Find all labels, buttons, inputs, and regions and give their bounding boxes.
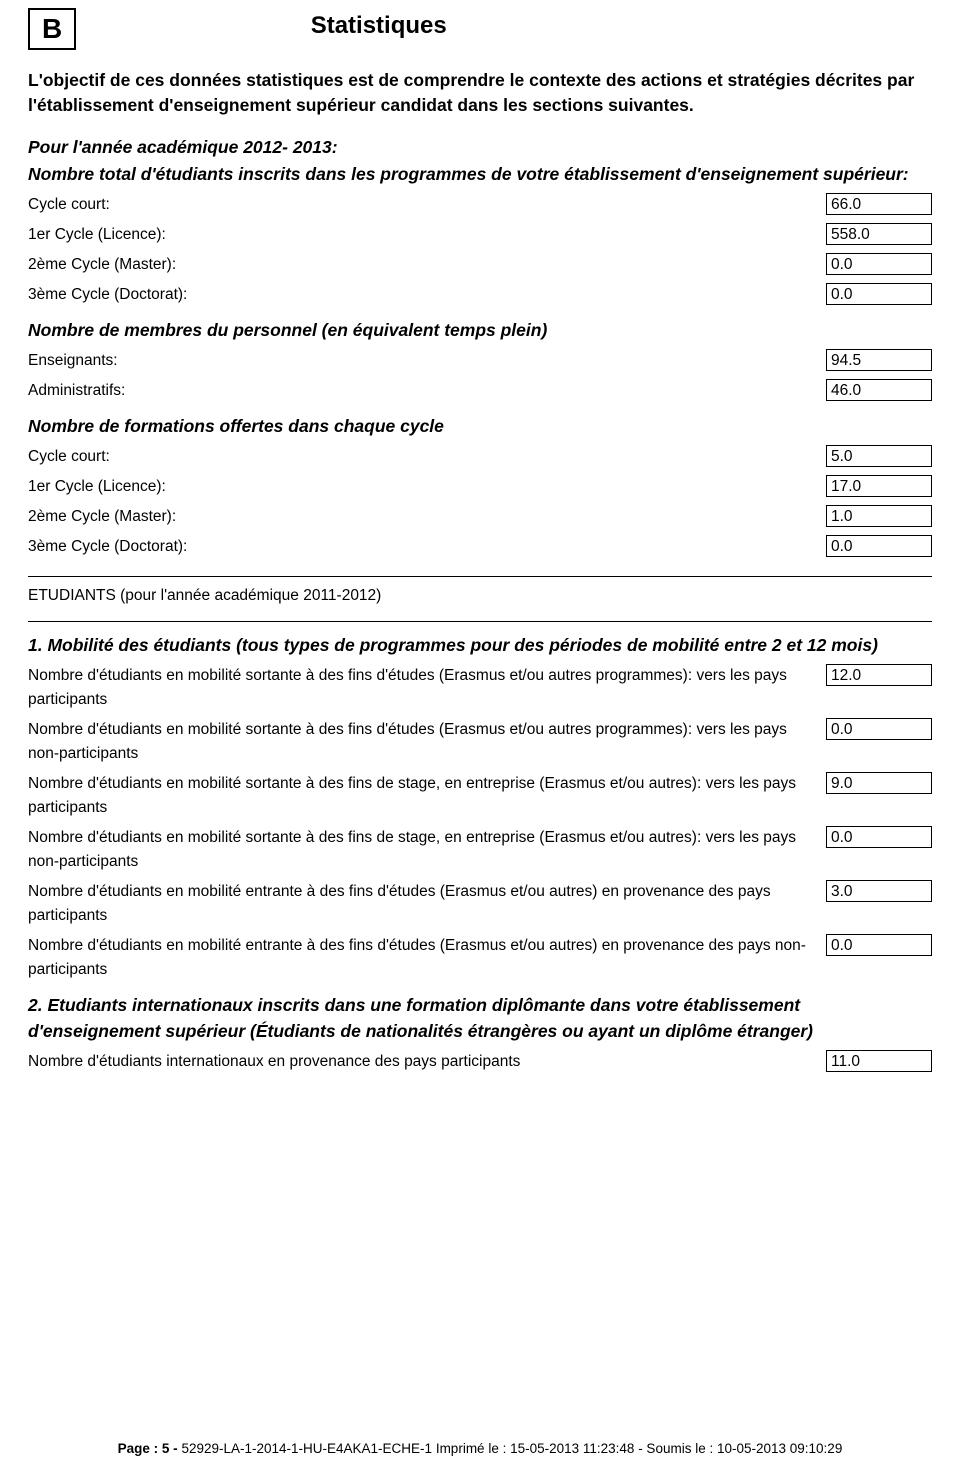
mobility-head: 1. Mobilité des étudiants (tous types de… xyxy=(28,632,932,658)
mobility-label: Nombre d'étudiants en mobilité entrante … xyxy=(28,880,826,928)
mobility-value: 0.0 xyxy=(826,826,932,848)
mobility-label: Nombre d'étudiants en mobilité sortante … xyxy=(28,772,826,820)
mobility-row: Nombre d'étudiants en mobilité sortante … xyxy=(28,664,932,712)
mobility-row: Nombre d'étudiants en mobilité sortante … xyxy=(28,826,932,874)
enrolment-row: 2ème Cycle (Master): 0.0 xyxy=(28,253,932,277)
page-title: Statistiques xyxy=(311,8,447,40)
staff-row: Enseignants: 94.5 xyxy=(28,349,932,373)
enrolment-value: 0.0 xyxy=(826,283,932,305)
staff-label: Administratifs: xyxy=(28,379,826,403)
programmes-row: 3ème Cycle (Doctorat): 0.0 xyxy=(28,535,932,559)
acad-year-line2: Nombre total d'étudiants inscrits dans l… xyxy=(28,164,909,184)
mobility-label: Nombre d'étudiants en mobilité sortante … xyxy=(28,826,826,874)
etudiants-head: ETUDIANTS (pour l'année académique 2011-… xyxy=(28,587,932,605)
programmes-label: 2ème Cycle (Master): xyxy=(28,505,826,529)
enrolment-row: 3ème Cycle (Doctorat): 0.0 xyxy=(28,283,932,307)
divider xyxy=(28,576,932,577)
mobility-value: 3.0 xyxy=(826,880,932,902)
mobility-value: 12.0 xyxy=(826,664,932,686)
enrolment-label: 3ème Cycle (Doctorat): xyxy=(28,283,826,307)
enrolment-value: 558.0 xyxy=(826,223,932,245)
programmes-label: 1er Cycle (Licence): xyxy=(28,475,826,499)
intro-text: L'objectif de ces données statistiques e… xyxy=(28,68,932,119)
programmes-head: Nombre de formations offertes dans chaqu… xyxy=(28,413,932,439)
mobility-row: Nombre d'étudiants en mobilité sortante … xyxy=(28,772,932,820)
staff-label: Enseignants: xyxy=(28,349,826,373)
staff-value: 46.0 xyxy=(826,379,932,401)
programmes-value: 17.0 xyxy=(826,475,932,497)
mobility-label: Nombre d'étudiants en mobilité sortante … xyxy=(28,718,826,766)
mobility-value: 0.0 xyxy=(826,934,932,956)
divider xyxy=(28,621,932,622)
programmes-value: 5.0 xyxy=(826,445,932,467)
programmes-row: Cycle court: 5.0 xyxy=(28,445,932,469)
footer-submitted: 10-05-2013 09:10:29 xyxy=(717,1441,842,1456)
programmes-row: 2ème Cycle (Master): 1.0 xyxy=(28,505,932,529)
acad-year-head: Pour l'année académique 2012- 2013: Nomb… xyxy=(28,134,932,187)
intl-row: Nombre d'étudiants internationaux en pro… xyxy=(28,1050,932,1074)
section-letter: B xyxy=(28,8,76,50)
intl-value: 11.0 xyxy=(826,1050,932,1072)
footer: Page : 5 - 52929-LA-1-2014-1-HU-E4AKA1-E… xyxy=(0,1441,960,1456)
intl-label: Nombre d'étudiants internationaux en pro… xyxy=(28,1050,826,1074)
staff-head: Nombre de membres du personnel (en équiv… xyxy=(28,317,932,343)
staff-value: 94.5 xyxy=(826,349,932,371)
mobility-row: Nombre d'étudiants en mobilité entrante … xyxy=(28,934,932,982)
mobility-value: 0.0 xyxy=(826,718,932,740)
programmes-label: 3ème Cycle (Doctorat): xyxy=(28,535,826,559)
acad-year-line1: Pour l'année académique 2012- 2013: xyxy=(28,137,338,157)
mobility-row: Nombre d'étudiants en mobilité sortante … xyxy=(28,718,932,766)
enrolment-label: 1er Cycle (Licence): xyxy=(28,223,826,247)
enrolment-label: Cycle court: xyxy=(28,193,826,217)
mobility-value: 9.0 xyxy=(826,772,932,794)
programmes-value: 0.0 xyxy=(826,535,932,557)
footer-ref: 52929-LA-1-2014-1-HU-E4AKA1-ECHE-1 xyxy=(181,1441,432,1456)
enrolment-row: Cycle court: 66.0 xyxy=(28,193,932,217)
mobility-label: Nombre d'étudiants en mobilité entrante … xyxy=(28,934,826,982)
intl-head: 2. Etudiants internationaux inscrits dan… xyxy=(28,992,932,1045)
footer-page-label: Page : 5 - xyxy=(118,1441,182,1456)
footer-printed-label: Imprimé le : xyxy=(432,1441,510,1456)
enrolment-value: 0.0 xyxy=(826,253,932,275)
enrolment-row: 1er Cycle (Licence): 558.0 xyxy=(28,223,932,247)
staff-row: Administratifs: 46.0 xyxy=(28,379,932,403)
enrolment-label: 2ème Cycle (Master): xyxy=(28,253,826,277)
footer-submitted-label: - Soumis le : xyxy=(638,1441,717,1456)
mobility-label: Nombre d'étudiants en mobilité sortante … xyxy=(28,664,826,712)
programmes-label: Cycle court: xyxy=(28,445,826,469)
mobility-row: Nombre d'étudiants en mobilité entrante … xyxy=(28,880,932,928)
programmes-row: 1er Cycle (Licence): 17.0 xyxy=(28,475,932,499)
enrolment-value: 66.0 xyxy=(826,193,932,215)
programmes-value: 1.0 xyxy=(826,505,932,527)
footer-printed: 15-05-2013 11:23:48 xyxy=(510,1441,638,1456)
